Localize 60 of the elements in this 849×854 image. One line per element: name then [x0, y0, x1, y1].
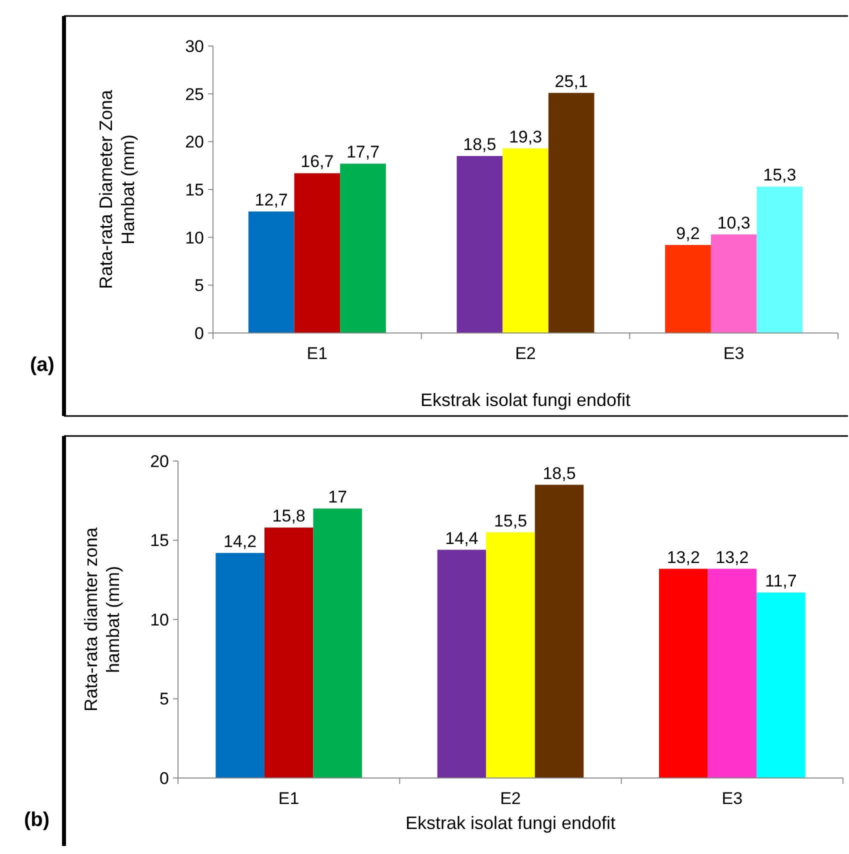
y-tick-label: 15: [185, 180, 204, 200]
y-tick-label: 25: [185, 84, 204, 104]
x-axis-title: Ekstrak isolat fungi endofit: [405, 813, 616, 833]
y-tick-label: 5: [194, 276, 204, 296]
data-label: 9,2: [676, 224, 700, 243]
x-tick-label: E2: [500, 789, 521, 808]
bar: [756, 186, 803, 333]
x-tick-label: E3: [723, 344, 744, 363]
x-tick-label: E1: [278, 789, 300, 808]
y-axis-title: Rata-rata diamter zona hambat (mm): [81, 526, 123, 712]
bar: [216, 552, 264, 778]
data-label: 17: [328, 488, 348, 507]
data-label: 14,4: [445, 528, 478, 548]
text: (b): [24, 809, 50, 831]
y-tick-label: 0: [160, 768, 169, 788]
bar: [294, 173, 340, 333]
y-tick-label: 20: [150, 452, 169, 471]
bar: [548, 92, 594, 333]
bar: [710, 234, 757, 333]
bar: [456, 156, 503, 333]
bar: [248, 212, 294, 333]
y-tick-label: 15: [150, 531, 169, 550]
y-tick-label: 30: [185, 36, 204, 56]
y-axis-title: Rata-rata Diameter Zona Hambat (mm): [96, 88, 138, 290]
data-label: 14,2: [224, 532, 257, 551]
bar: [756, 592, 806, 778]
data-label: 11,7: [765, 572, 797, 591]
data-label: 15,5: [494, 511, 528, 530]
data-label: 18,5: [542, 464, 576, 483]
bar: [708, 568, 757, 778]
x-axis-title: Ekstrak isolat fungi endofit: [420, 390, 631, 410]
y-tick-label: 20: [185, 132, 204, 152]
data-label: 13,2: [666, 548, 700, 567]
x-tick-label: E2: [515, 344, 536, 363]
data-label: 15,3: [763, 166, 796, 185]
data-label: 18,5: [463, 135, 496, 154]
y-tick-label: 5: [160, 690, 169, 709]
data-label: 19,3: [508, 127, 542, 146]
bar: [665, 244, 711, 333]
data-label: 10,3: [717, 213, 750, 232]
y-tick-label: 10: [185, 228, 204, 248]
bar: [264, 528, 314, 778]
data-label: 16,7: [300, 152, 334, 172]
bar: [534, 484, 584, 778]
data-label: 17,7: [346, 142, 380, 162]
bar: [437, 550, 486, 778]
bar: [486, 532, 535, 778]
data-label: 13,2: [716, 548, 749, 567]
bar: [340, 164, 386, 333]
x-tick-label: E1: [306, 344, 328, 363]
y-tick-label: 0: [194, 324, 204, 343]
bar: [502, 148, 548, 333]
data-label: 25,1: [554, 72, 588, 91]
bar: [313, 508, 362, 778]
data-label: 15,8: [272, 506, 306, 526]
data-label: 12,7: [254, 190, 288, 210]
text: (a): [30, 354, 54, 376]
bar: [659, 568, 708, 778]
y-tick-label: 10: [150, 610, 169, 630]
x-tick-label: E3: [722, 789, 743, 808]
